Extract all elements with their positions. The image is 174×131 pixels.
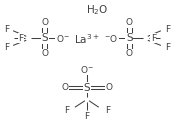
Text: O$^{-}$: O$^{-}$: [56, 33, 70, 44]
Text: O: O: [106, 83, 113, 92]
Text: F: F: [151, 34, 156, 43]
Text: F: F: [4, 25, 9, 34]
Text: O: O: [61, 83, 68, 92]
Text: H$_2$O: H$_2$O: [86, 4, 109, 17]
Text: La$^{3+}$: La$^{3+}$: [74, 33, 100, 47]
Text: S: S: [126, 33, 133, 43]
Text: F: F: [165, 43, 170, 52]
Text: F: F: [18, 34, 23, 43]
Text: O: O: [126, 18, 133, 27]
Text: S: S: [84, 83, 90, 92]
Text: O: O: [126, 49, 133, 58]
Text: F: F: [84, 112, 90, 121]
Text: F: F: [64, 106, 69, 115]
Text: O$^{-}$: O$^{-}$: [80, 64, 94, 75]
Text: S: S: [41, 33, 48, 43]
Text: F: F: [105, 106, 110, 115]
Text: $^{-}$O: $^{-}$O: [104, 33, 118, 44]
Text: F: F: [165, 25, 170, 34]
Text: F: F: [4, 43, 9, 52]
Text: O: O: [41, 18, 48, 27]
Text: O: O: [41, 49, 48, 58]
